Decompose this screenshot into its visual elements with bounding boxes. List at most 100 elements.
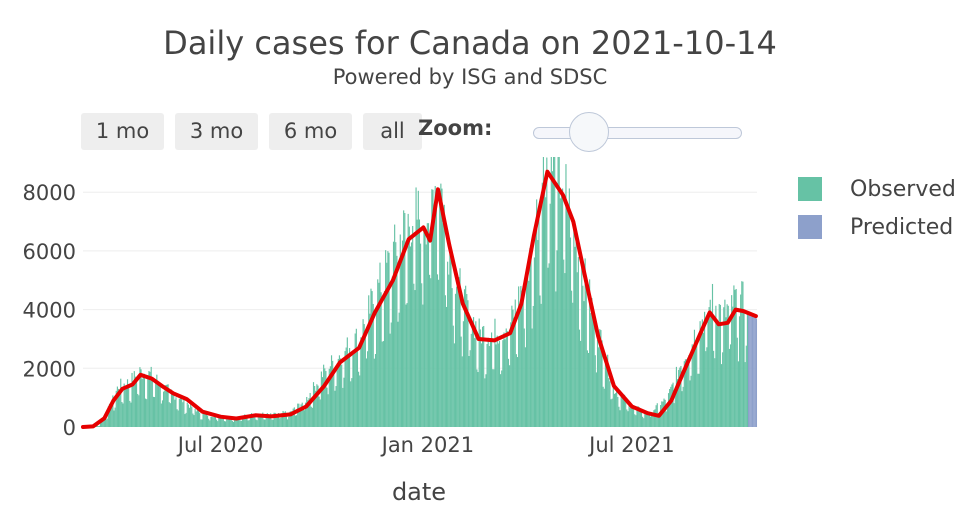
zoom-slider-handle[interactable] — [569, 112, 609, 152]
observed-bar — [249, 416, 251, 427]
observed-bar — [530, 244, 532, 427]
observed-bar — [670, 386, 672, 427]
observed-bar — [617, 396, 619, 427]
observed-bar — [188, 407, 191, 427]
observed-bar — [120, 378, 122, 427]
observed-bar — [702, 332, 705, 427]
observed-bar — [550, 157, 552, 427]
observed-bar — [273, 412, 275, 427]
observed-bar — [701, 319, 703, 427]
observed-bar — [524, 347, 526, 427]
observed-bar — [255, 419, 257, 427]
observed-bar — [348, 348, 351, 427]
observed-bar — [559, 198, 561, 427]
observed-bar — [214, 414, 217, 427]
x-tick-label: Jul 2020 — [176, 433, 263, 457]
observed-bar — [740, 294, 742, 427]
observed-bar — [274, 412, 276, 427]
observed-bar — [427, 223, 430, 427]
observed-bar — [137, 393, 139, 427]
observed-bar — [190, 402, 192, 427]
observed-bar — [416, 219, 418, 427]
observed-bar — [625, 401, 627, 427]
observed-bar — [470, 333, 472, 427]
observed-bar — [692, 349, 694, 427]
observed-bar — [507, 358, 510, 427]
range-6-month-button[interactable]: 6 mo — [269, 113, 352, 150]
observed-bar — [200, 419, 202, 427]
observed-bar — [243, 416, 245, 427]
observed-bar — [327, 394, 329, 427]
observed-bar — [582, 285, 584, 427]
observed-bar — [319, 399, 321, 427]
observed-bar — [699, 321, 701, 427]
observed-bar — [203, 413, 205, 427]
observed-bar — [308, 398, 310, 427]
observed-bar — [174, 399, 176, 427]
predicted-bar — [752, 316, 754, 427]
observed-bar — [307, 400, 309, 427]
legend-item-observed[interactable]: Observed — [798, 170, 956, 208]
observed-bar — [516, 357, 519, 427]
observed-bar — [97, 426, 99, 427]
observed-bar — [682, 386, 684, 427]
observed-bar — [503, 332, 505, 427]
legend-item-predicted[interactable]: Predicted — [798, 208, 956, 246]
observed-bar — [156, 374, 158, 427]
observed-bar — [742, 281, 744, 427]
observed-bar — [497, 343, 499, 427]
observed-bar — [613, 393, 616, 427]
observed-bar — [236, 417, 238, 427]
observed-bar — [502, 340, 504, 427]
observed-bar — [420, 243, 422, 427]
observed-bar — [325, 371, 327, 427]
y-tick-label: 4000 — [23, 299, 76, 323]
observed-bar — [531, 328, 533, 427]
observed-bar — [254, 415, 256, 427]
observed-bar — [197, 408, 200, 427]
observed-bar — [430, 278, 432, 427]
observed-bar — [580, 340, 582, 427]
observed-bar — [533, 257, 535, 427]
observed-bar — [665, 411, 667, 427]
observed-bar — [193, 415, 195, 427]
observed-bar — [604, 363, 606, 427]
observed-bar — [642, 416, 644, 427]
range-3-month-button[interactable]: 3 mo — [175, 113, 258, 150]
observed-bar — [305, 402, 307, 427]
observed-bar — [680, 365, 682, 427]
observed-bar — [663, 398, 665, 427]
observed-bar — [168, 402, 170, 427]
range-all-button[interactable]: all — [363, 113, 422, 150]
observed-bar — [364, 330, 366, 427]
observed-bar — [594, 355, 596, 427]
observed-bar — [395, 242, 397, 427]
observed-bar — [715, 305, 717, 427]
observed-bar — [729, 344, 732, 427]
observed-bar — [142, 377, 144, 427]
observed-bar — [164, 390, 166, 427]
observed-bar — [460, 336, 462, 427]
observed-bar — [226, 417, 228, 427]
observed-bar — [652, 412, 654, 427]
observed-bar — [216, 419, 218, 427]
observed-bar — [676, 379, 679, 427]
observed-bar — [556, 250, 558, 427]
observed-bar — [543, 178, 546, 427]
observed-bar — [657, 413, 659, 427]
observed-bar — [635, 415, 637, 427]
observed-bar — [173, 393, 175, 427]
observed-bar — [369, 313, 371, 427]
observed-bar — [240, 420, 242, 427]
observed-bar — [358, 371, 360, 427]
observed-bar — [258, 414, 260, 427]
range-1-month-button[interactable]: 1 mo — [81, 113, 164, 150]
observed-bar — [147, 375, 149, 427]
zoom-label: Zoom: — [418, 116, 493, 140]
observed-bar — [491, 332, 493, 427]
observed-bar — [276, 414, 279, 427]
observed-bar — [714, 358, 716, 427]
observed-bar — [673, 403, 675, 427]
observed-bar — [697, 373, 699, 427]
predicted-bar — [747, 314, 750, 427]
